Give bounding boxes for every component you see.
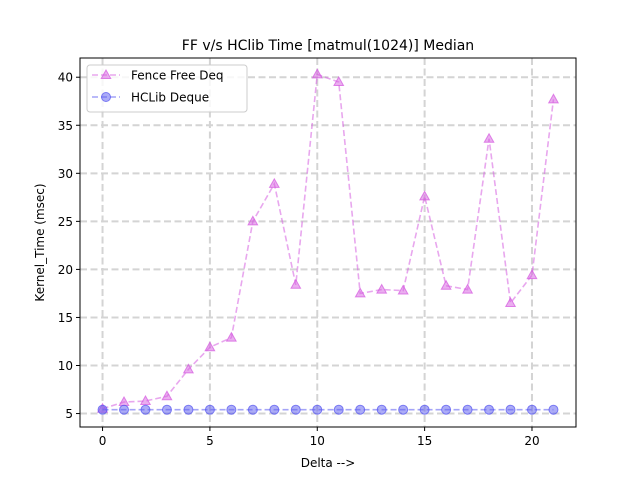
series-1-point	[483, 132, 495, 143]
y-tick-label: 25	[58, 215, 73, 229]
legend-marker-1	[100, 68, 112, 79]
series-2-point	[269, 404, 280, 415]
series-2-point	[312, 404, 323, 415]
series-2-point	[183, 404, 194, 415]
series-2-point	[419, 404, 430, 415]
chart-title: FF v/s HClib Time [matmul(1024)] Median	[182, 38, 474, 54]
series-2-point	[226, 404, 237, 415]
series-1-point	[397, 284, 409, 295]
legend-label-1: Fence Free Deq	[131, 69, 224, 83]
y-tick-label: 35	[58, 119, 73, 133]
legend: Fence Free Deq HCLib Deque	[86, 64, 248, 113]
series-2-point	[355, 404, 366, 415]
series-line-1	[102, 73, 555, 410]
series-2-point	[526, 404, 537, 415]
series-2-point	[290, 404, 301, 415]
legend-label-2: HCLib Deque	[131, 91, 209, 105]
series-2-point	[204, 404, 215, 415]
x-tick-label: 10	[310, 434, 325, 448]
plot-frame	[79, 57, 577, 428]
series-1-point	[376, 283, 388, 294]
series-2-point	[119, 404, 130, 415]
series-1-point	[204, 341, 216, 352]
y-tick-label: 15	[58, 311, 73, 325]
series-1-point	[139, 395, 152, 406]
y-tick-label: 20	[58, 263, 73, 277]
series-1-point	[526, 269, 538, 280]
x-tick-label: 5	[206, 434, 214, 448]
series-2-point	[505, 404, 516, 415]
series-1-point	[419, 190, 431, 201]
series-2-point	[161, 404, 172, 415]
series-2-point	[247, 404, 258, 415]
y-tick-label: 10	[58, 359, 73, 373]
series-1-point	[504, 297, 517, 308]
series-2-point	[333, 404, 344, 415]
series-2-point	[548, 404, 559, 415]
series-2-point	[376, 404, 387, 415]
series-1-point	[461, 283, 474, 294]
series-1-point	[290, 278, 302, 289]
x-tick-label: 0	[99, 434, 107, 448]
x-axis-label: Delta -->	[301, 456, 356, 470]
series-2-point	[398, 404, 409, 415]
series-2-point	[441, 404, 452, 415]
series-1-point	[247, 215, 259, 226]
series-layer	[96, 68, 560, 415]
series-2-point	[140, 404, 151, 415]
y-tick-label: 5	[65, 407, 73, 421]
series-1-point	[354, 287, 366, 298]
series-1-point	[311, 68, 323, 79]
legend-marker-2	[101, 92, 111, 102]
series-1-point	[161, 390, 173, 401]
legend-items: Fence Free Deq HCLib Deque	[92, 69, 224, 105]
x-tick-label: 15	[417, 434, 432, 448]
y-tick-label: 40	[58, 71, 73, 85]
series-2-point	[97, 404, 108, 415]
series-2-point	[484, 404, 495, 415]
y-axis-label: Kernel_Time (msec)	[33, 183, 47, 301]
series-1-point	[333, 75, 345, 87]
series-2-point	[462, 404, 473, 415]
series-1-point	[268, 177, 280, 188]
y-tick-label: 30	[58, 167, 73, 181]
x-tick-label: 20	[524, 434, 539, 448]
series-1-point	[440, 279, 452, 290]
series-1-point	[182, 363, 195, 374]
tick-layer: 0 5 10 15 20 5 10 15 20 25 30 35 40	[58, 71, 540, 448]
series-1-point	[547, 93, 560, 104]
series-1-point	[225, 331, 237, 342]
legend-box	[86, 64, 248, 113]
